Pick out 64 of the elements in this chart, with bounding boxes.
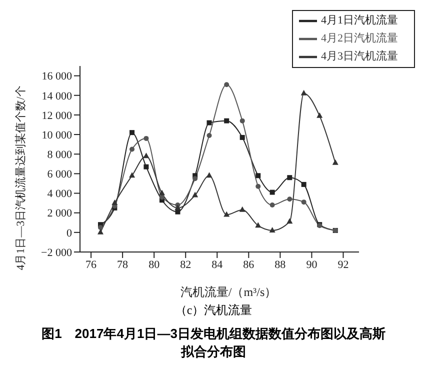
point: [270, 202, 275, 208]
point: [287, 175, 292, 180]
point: [98, 225, 103, 230]
point: [300, 90, 307, 96]
point: [192, 176, 198, 182]
point: [97, 228, 104, 234]
point: [174, 204, 181, 210]
point: [240, 134, 245, 140]
y-tick-label: 4 000: [47, 188, 72, 200]
x-tick-label: 78: [117, 258, 129, 271]
point: [206, 120, 212, 126]
point: [130, 130, 135, 136]
y-tick-label: 12 000: [42, 110, 72, 122]
legend-label: 4月3日汽机流量: [321, 50, 398, 63]
point: [130, 146, 135, 152]
point: [143, 152, 150, 158]
point: [256, 184, 261, 189]
y-tick-label: 16 000: [42, 70, 72, 83]
y-tick-label: 10 000: [42, 129, 72, 142]
text: （c）汽机流量: [174, 302, 254, 319]
y-axis-title: 4月1日—3日汽机流量达到某值个数/个: [14, 86, 28, 270]
point: [144, 136, 149, 141]
x-tick-label: 82: [180, 258, 192, 271]
point: [224, 118, 230, 124]
y-tick-label: 6 000: [47, 168, 72, 181]
y-tick-label: −2 000: [41, 246, 72, 259]
point: [224, 211, 230, 217]
y-tick-label: 14 000: [42, 90, 72, 102]
legend-label: 4月1日汽机流量: [321, 14, 398, 27]
point: [239, 206, 246, 212]
point: [270, 190, 275, 195]
point: [192, 192, 198, 198]
y-tick-label: 8 000: [47, 149, 72, 162]
x-tick-label: 76: [86, 258, 98, 271]
x-tick-label: 92: [338, 258, 349, 271]
text: 图1 2017年4月1日—3日发电机组数据数值分布图以及高斯拟合分布图: [40, 325, 386, 361]
point: [332, 159, 338, 165]
point: [287, 196, 292, 202]
point: [255, 222, 262, 228]
point: [129, 172, 136, 178]
point: [269, 226, 276, 232]
x-tick-label: 84: [212, 258, 224, 271]
x-axis-title: 汽机流量/（m³/s）: [179, 284, 278, 300]
x-tick-label: 90: [306, 258, 318, 271]
point: [286, 218, 293, 224]
point: [301, 200, 306, 205]
point: [224, 82, 230, 88]
x-tick-label: 80: [148, 258, 160, 271]
point: [159, 194, 164, 200]
point: [175, 209, 180, 214]
y-tick-label: 2 000: [47, 208, 72, 220]
point: [158, 190, 165, 196]
x-tick-label: 86: [243, 258, 255, 271]
point: [144, 164, 149, 170]
point: [112, 200, 118, 206]
point: [206, 172, 212, 178]
x-tick-label: 88: [274, 258, 286, 271]
point: [240, 118, 245, 124]
point: [316, 112, 323, 118]
point: [256, 173, 261, 178]
legend-label: 4月2日汽机流量: [321, 32, 398, 45]
y-tick-label: 0: [66, 227, 72, 240]
point: [301, 182, 306, 187]
point: [206, 133, 212, 138]
